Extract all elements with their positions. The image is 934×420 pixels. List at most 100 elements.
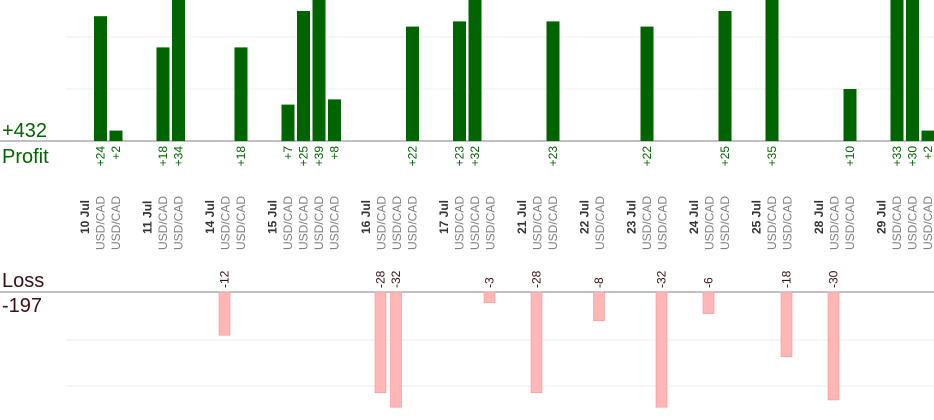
loss-bar — [483, 291, 496, 304]
loss-value-label: -8 — [592, 277, 606, 288]
profit-bar — [890, 0, 904, 141]
loss-bar — [655, 291, 668, 408]
date-label: 28 Jul — [812, 200, 826, 234]
profit-bar — [640, 26, 654, 142]
date-label: 21 Jul — [515, 200, 529, 234]
date-label: 17 Jul — [437, 200, 451, 234]
profit-value-label: +33 — [890, 146, 904, 167]
loss-value-label: -30 — [827, 270, 841, 288]
profit-value-label: +18 — [156, 146, 170, 167]
instrument-label: USD/CAD — [468, 196, 482, 250]
instrument-label: USD/CAD — [531, 196, 545, 250]
instrument-label: USD/CAD — [593, 196, 607, 250]
profit-value-label: +8 — [328, 146, 342, 160]
date-label: 11 Jul — [141, 201, 155, 234]
loss-bar — [827, 291, 840, 401]
profit-bar — [297, 11, 310, 141]
instrument-label: USD/CAD — [281, 196, 295, 250]
loss-bar — [374, 291, 387, 394]
profit-value-label: +2 — [921, 146, 934, 160]
instrument-label: USD/CAD — [843, 196, 857, 250]
date-label: 23 Jul — [625, 200, 639, 234]
loss-value-label: -32 — [389, 270, 403, 288]
profit-bar — [172, 0, 185, 141]
instrument-label: USD/CAD — [328, 196, 342, 250]
date-label: 10 Jul — [78, 200, 92, 234]
loss-bar — [780, 291, 793, 358]
profit-bar — [312, 0, 326, 141]
instrument-label: USD/CAD — [453, 196, 467, 250]
instrument-label: USD/CAD — [765, 196, 779, 250]
instrument-label: USD/CAD — [156, 196, 170, 250]
profit-value-label: +34 — [172, 146, 186, 167]
loss-total: -197 — [2, 295, 42, 317]
loss-value-label: -32 — [655, 270, 669, 288]
instrument-label: USD/CAD — [703, 196, 717, 250]
loss-value-label: -28 — [530, 270, 544, 288]
date-label: 14 Jul — [203, 200, 217, 234]
loss-bar — [593, 291, 605, 322]
profit-bar — [156, 47, 170, 141]
loss-bar — [702, 291, 715, 314]
profit-bar — [94, 16, 107, 142]
profit-bar — [906, 0, 919, 141]
profit-value-label: +23 — [546, 146, 560, 167]
date-label: 22 Jul — [578, 200, 592, 234]
instrument-label: USD/CAD — [828, 196, 842, 250]
profit-value-label: +35 — [765, 146, 779, 167]
profit-value-label: +32 — [468, 146, 482, 167]
instrument-label: USD/CAD — [172, 196, 186, 250]
profit-value-label: +18 — [234, 146, 248, 167]
profit-value-label: +22 — [640, 146, 654, 167]
profit-bar — [468, 0, 482, 141]
profit-value-label: +25 — [718, 146, 732, 167]
profit-bar — [406, 26, 419, 142]
profit-bar — [281, 104, 295, 141]
instrument-label: USD/CAD — [390, 196, 404, 250]
profit-value-label: +30 — [906, 146, 920, 167]
instrument-label: USD/CAD — [109, 196, 123, 250]
loss-value-label: -18 — [780, 270, 794, 288]
instrument-label: USD/CAD — [546, 196, 560, 250]
profit-value-label: +24 — [94, 146, 108, 167]
instrument-label: USD/CAD — [406, 196, 420, 250]
profit-bar — [718, 11, 732, 141]
loss-bar — [390, 291, 402, 408]
instrument-label: USD/CAD — [484, 196, 498, 250]
loss-value-label: -12 — [218, 270, 232, 288]
profit-bar — [921, 130, 934, 141]
instrument-label: USD/CAD — [312, 196, 326, 250]
date-label: 16 Jul — [359, 200, 373, 234]
date-label: 15 Jul — [266, 200, 280, 234]
loss-bar — [530, 291, 543, 394]
loss-bar — [218, 291, 231, 336]
date-label: 24 Jul — [687, 200, 701, 234]
instrument-label: USD/CAD — [297, 196, 311, 250]
instrument-label: USD/CAD — [640, 196, 654, 250]
instrument-label: USD/CAD — [921, 196, 934, 250]
instrument-label: USD/CAD — [781, 196, 795, 250]
profit-bar — [109, 130, 123, 141]
profit-value-label: +7 — [281, 146, 295, 160]
instrument-label: USD/CAD — [656, 196, 670, 250]
profit-value-label: +39 — [312, 146, 326, 167]
profit-bar — [453, 21, 466, 141]
loss-label: Loss — [2, 270, 44, 292]
profit-value-label: +23 — [453, 146, 467, 167]
loss-value-label: -3 — [483, 277, 497, 288]
loss-value-label: -6 — [702, 277, 716, 288]
instrument-label: USD/CAD — [718, 196, 732, 250]
profit-bar — [234, 47, 248, 141]
profit-bar — [843, 89, 857, 141]
instrument-label: USD/CAD — [94, 196, 108, 250]
instrument-label: USD/CAD — [375, 196, 389, 250]
profit-value-label: +22 — [406, 146, 420, 167]
instrument-label: USD/CAD — [219, 196, 233, 250]
date-label: 29 Jul — [875, 200, 889, 234]
profit-bar — [546, 21, 560, 141]
profit-bar — [328, 99, 341, 141]
profit-value-label: +10 — [843, 146, 857, 167]
bars — [94, 0, 934, 408]
